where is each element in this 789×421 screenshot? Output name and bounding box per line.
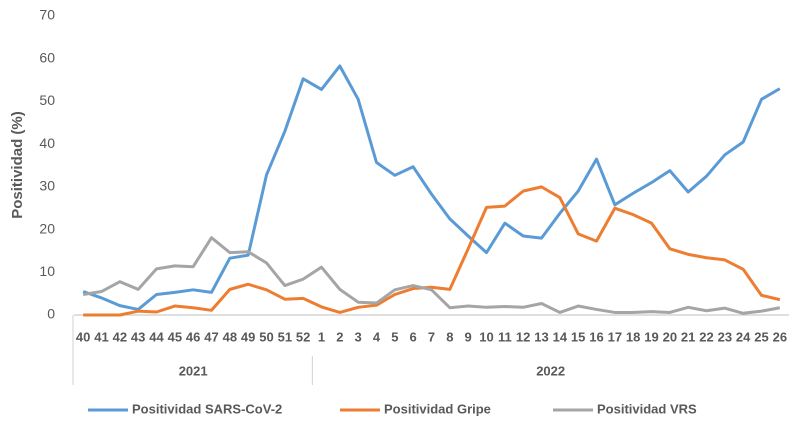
x-tick-label: 42 (113, 329, 127, 344)
x-tick-label: 40 (76, 329, 90, 344)
x-tick-label: 7 (428, 329, 435, 344)
y-tick-label: 40 (39, 135, 55, 151)
x-tick-label: 10 (479, 329, 493, 344)
x-tick-label: 19 (644, 329, 658, 344)
x-tick-label: 13 (534, 329, 548, 344)
y-tick-label: 30 (39, 178, 55, 194)
y-tick-label: 20 (39, 220, 55, 236)
x-tick-label: 50 (259, 329, 273, 344)
x-group-label: 2022 (536, 363, 565, 378)
x-tick-label: 9 (465, 329, 472, 344)
x-tick-label: 47 (204, 329, 218, 344)
x-tick-label: 22 (699, 329, 713, 344)
x-tick-label: 21 (681, 329, 695, 344)
x-tick-label: 3 (355, 329, 362, 344)
x-tick-label: 46 (186, 329, 200, 344)
y-tick-label: 60 (39, 49, 55, 65)
x-tick-label: 41 (94, 329, 108, 344)
y-tick-label: 0 (47, 306, 55, 322)
x-tick-label: 8 (446, 329, 453, 344)
x-tick-label: 11 (498, 329, 512, 344)
x-tick-label: 52 (296, 329, 310, 344)
series-line (83, 185, 781, 317)
legend-label: Positividad SARS-CoV-2 (132, 401, 282, 416)
x-tick-label: 12 (516, 329, 530, 344)
x-tick-label: 48 (223, 329, 237, 344)
x-tick-label: 16 (589, 329, 603, 344)
x-tick-label: 14 (553, 329, 568, 344)
x-tick-label: 44 (149, 329, 164, 344)
y-tick-label: 70 (39, 7, 55, 23)
y-axis-label: Positividad (%) (9, 111, 26, 219)
legend-label: Positividad Gripe (384, 401, 491, 416)
y-tick-label: 10 (39, 263, 55, 279)
x-tick-label: 51 (278, 329, 292, 344)
x-tick-label: 20 (663, 329, 677, 344)
x-tick-label: 26 (773, 329, 787, 344)
x-tick-label: 45 (168, 329, 182, 344)
x-tick-label: 18 (626, 329, 640, 344)
series-line (82, 236, 781, 315)
series-line (82, 64, 781, 311)
x-tick-label: 23 (718, 329, 732, 344)
x-tick-label: 1 (318, 329, 325, 344)
x-tick-label: 25 (754, 329, 768, 344)
x-group-label: 2021 (179, 363, 208, 378)
x-tick-label: 2 (336, 329, 343, 344)
x-tick-label: 24 (736, 329, 751, 344)
x-tick-label: 49 (241, 329, 255, 344)
x-tick-label: 4 (373, 329, 381, 344)
y-tick-label: 50 (39, 92, 55, 108)
x-tick-label: 17 (608, 329, 622, 344)
x-tick-label: 5 (391, 329, 398, 344)
legend-label: Positividad VRS (597, 401, 697, 416)
x-tick-label: 6 (410, 329, 417, 344)
x-tick-label: 15 (571, 329, 585, 344)
x-tick-label: 43 (131, 329, 145, 344)
